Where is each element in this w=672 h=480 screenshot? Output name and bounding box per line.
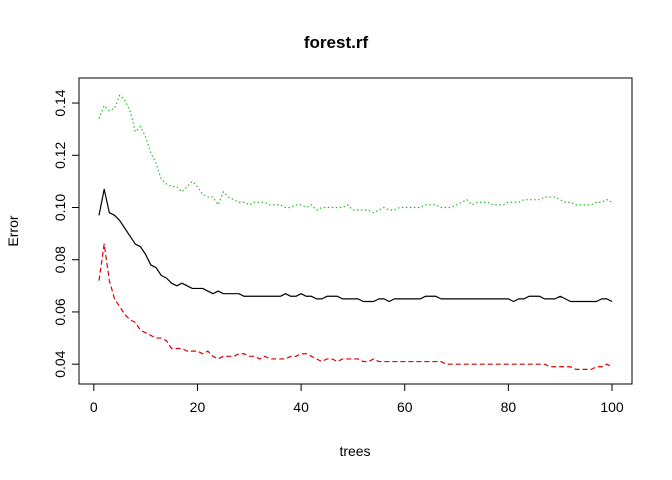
y-tick-label: 0.08 <box>52 246 68 273</box>
y-tick-label: 0.14 <box>52 89 68 116</box>
x-tick-label: 60 <box>397 399 413 415</box>
plot-frame <box>78 77 633 385</box>
series-line-3 <box>98 94 613 214</box>
y-tick-label: 0.06 <box>52 298 68 325</box>
x-tick-label: 100 <box>600 399 624 415</box>
chart-title: forest.rf <box>304 33 369 52</box>
y-tick-label: 0.10 <box>52 194 68 221</box>
x-axis-label: trees <box>339 443 370 459</box>
x-axis: 0 20 40 60 80 100 <box>90 383 624 415</box>
x-tick-label: 20 <box>190 399 206 415</box>
series-line-2 <box>98 243 613 370</box>
y-axis-label: Error <box>5 215 21 246</box>
series-layer <box>98 94 613 370</box>
x-tick-label: 80 <box>501 399 517 415</box>
series-line-1 <box>98 188 613 303</box>
x-tick-label: 0 <box>90 399 98 415</box>
y-tick-label: 0.04 <box>52 350 68 377</box>
x-tick-label: 40 <box>293 399 309 415</box>
y-tick-label: 0.12 <box>52 141 68 168</box>
y-axis: 0.04 0.06 0.08 0.10 0.12 0.14 <box>52 89 80 378</box>
